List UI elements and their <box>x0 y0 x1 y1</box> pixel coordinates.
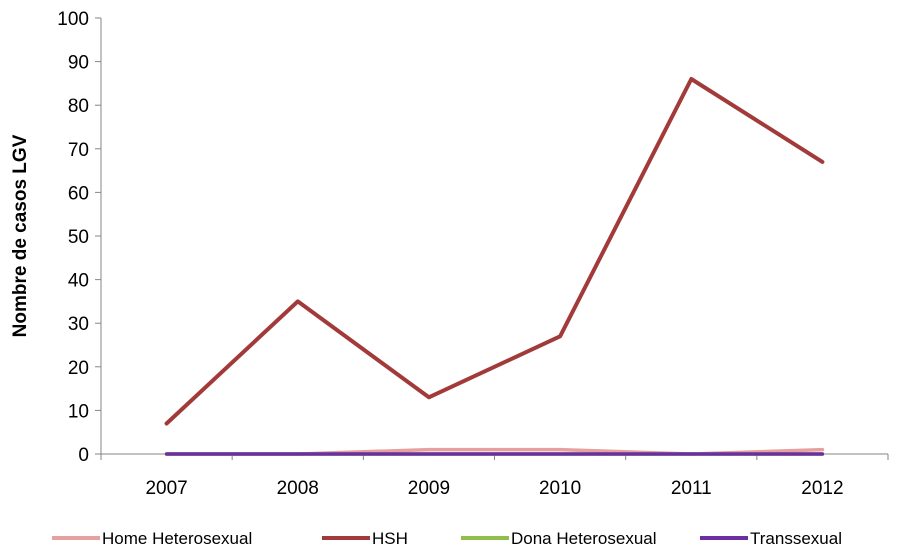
legend-item: Home Heterosexual <box>52 529 252 548</box>
y-tick-label: 50 <box>68 227 89 248</box>
y-tick-label: 100 <box>57 9 89 30</box>
legend-item: Transsexual <box>700 529 842 548</box>
y-tick-label: 70 <box>68 140 89 161</box>
x-tick-label: 2011 <box>671 478 712 499</box>
y-axis: 0 10 20 30 40 50 60 70 80 90 100 <box>57 9 102 466</box>
y-tick-label: 10 <box>68 401 89 422</box>
legend-label: Dona Heterosexual <box>511 529 657 548</box>
legend-label: Transsexual <box>750 529 842 548</box>
y-tick-label: 60 <box>68 183 89 204</box>
y-tick-label: 20 <box>68 358 89 379</box>
y-tick-label: 30 <box>68 314 89 335</box>
y-axis-title: Nombre de casos LGV <box>10 134 31 337</box>
x-tick-label: 2012 <box>801 478 843 499</box>
y-tick-label: 80 <box>68 96 89 117</box>
x-tick-label: 2007 <box>145 478 187 499</box>
y-tick-label: 90 <box>68 53 89 74</box>
legend-label: Home Heterosexual <box>102 529 252 548</box>
x-tick-label: 2010 <box>539 478 581 499</box>
y-tick-label: 0 <box>78 445 89 466</box>
legend-item: Dona Heterosexual <box>461 529 657 548</box>
series-layer <box>164 77 825 456</box>
x-tick-label: 2008 <box>277 478 319 499</box>
legend-item: HSH <box>322 529 408 548</box>
x-tick-label: 2009 <box>408 478 450 499</box>
x-axis: 2007 2008 2009 2010 2011 2012 <box>100 453 889 499</box>
series-line-hsh <box>164 77 825 426</box>
y-tick-label: 40 <box>68 271 89 292</box>
legend-label: HSH <box>372 529 408 548</box>
legend: Home Heterosexual HSH Dona Heterosexual Tra… <box>52 529 842 548</box>
